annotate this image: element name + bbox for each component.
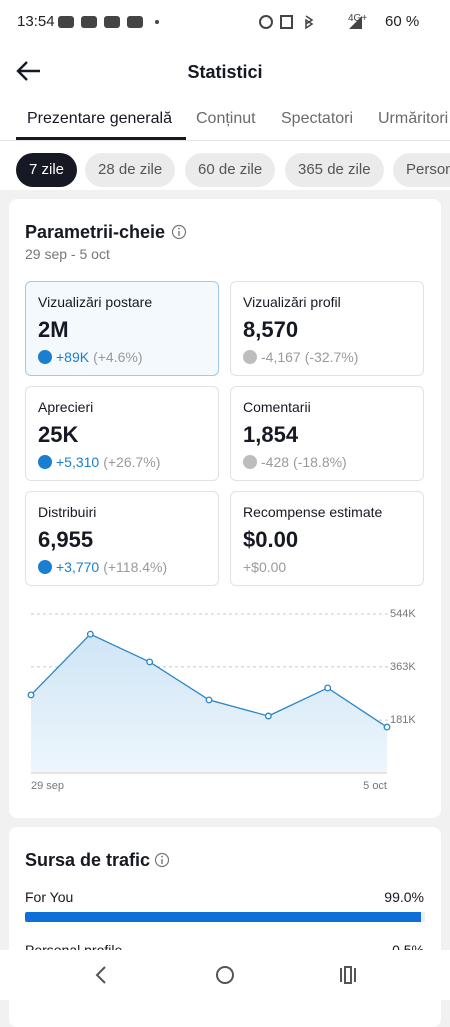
point	[264, 712, 272, 720]
range-chips: 7 zile 28 de zile 60 de zile 365 de zile…	[0, 0, 450, 190]
trend-icon	[38, 455, 52, 469]
tab-indicator	[16, 137, 186, 140]
metric-change: +$0.00	[243, 559, 286, 575]
x-tick-label: 29 sep	[31, 780, 64, 792]
metric-change: +89K (+4.6%)	[38, 349, 143, 365]
metric-card[interactable]: Vizualizări profil 8,570 -4,167 (-32.7%)	[230, 281, 424, 376]
top-area: 13:54 4G+ 60 % Statistici Prezentare gen…	[0, 0, 450, 190]
change-value: +89K	[56, 349, 90, 365]
nav-icons	[95, 966, 356, 984]
point	[146, 658, 154, 666]
metric-card[interactable]: Comentarii 1,854 -428 (-18.8%)	[230, 386, 424, 481]
nav-recents[interactable]	[340, 966, 356, 984]
progress-track	[25, 912, 425, 922]
metric-change: +5,310 (+26.7%)	[38, 454, 160, 470]
change-percent: (+4.6%)	[93, 349, 143, 365]
tab[interactable]: Prezentare generală	[27, 110, 172, 127]
date-range: 29 sep - 5 oct	[25, 246, 110, 262]
range-chip[interactable]: 60 de zile	[185, 153, 276, 187]
traffic-source: For You	[25, 889, 74, 905]
tab[interactable]: Spectatori	[281, 110, 354, 127]
line-chart: 181K 363K 544K 29 sep 5 oct	[27, 608, 416, 792]
change-value: -428	[261, 454, 290, 470]
metric-label: Distribuiri	[38, 504, 97, 520]
metric-card[interactable]: Recompense estimate $0.00 +$0.00	[230, 491, 424, 586]
metric-label: Vizualizări postare	[38, 294, 153, 310]
y-tick-label: 363K	[390, 661, 416, 673]
change-value: -4,167	[261, 349, 301, 365]
metric-card[interactable]: Vizualizări postare 2M +89K (+4.6%)	[25, 281, 219, 376]
trend-icon	[243, 455, 257, 469]
trend-icon	[243, 350, 257, 364]
nav-back[interactable]	[95, 966, 106, 984]
metric-label: Comentarii	[243, 399, 311, 415]
metric-change: +3,770 (+118.4%)	[38, 559, 167, 575]
page-title: Statistici	[187, 62, 263, 82]
section-title: Parametrii-cheie	[25, 222, 166, 242]
y-tick-label: 544K	[390, 608, 416, 620]
info-icon[interactable]	[171, 224, 187, 240]
range-chip[interactable]: 365 de zile	[285, 153, 384, 187]
range-chip[interactable]: 7 zile	[16, 153, 78, 187]
metric-value: 8,570	[243, 317, 299, 342]
range-chip[interactable]: Personalizat	[393, 153, 450, 187]
x-tick-label: 5 oct	[363, 780, 387, 792]
metric-change: -428 (-18.8%)	[243, 454, 347, 470]
change-percent: (+118.4%)	[103, 559, 168, 575]
point	[27, 691, 35, 699]
tab-bar: Prezentare generală Conținut Spectatori …	[0, 0, 450, 140]
status-time: 13:54	[17, 13, 55, 30]
status-system-icons	[259, 15, 362, 30]
info-icon[interactable]	[154, 852, 170, 868]
metric-card[interactable]: Distribuiri 6,955 +3,770 (+118.4%)	[25, 491, 219, 586]
change-percent: (+26.7%)	[103, 454, 161, 470]
change-percent: (-18.8%)	[293, 454, 347, 470]
trend-icon	[38, 350, 52, 364]
nav-home[interactable]	[216, 966, 234, 984]
metric-value: 2M	[38, 317, 69, 342]
change-percent: (-32.7%)	[304, 349, 359, 365]
y-tick-label: 181K	[390, 714, 416, 726]
change-value: +3,770	[56, 559, 100, 575]
divider	[0, 140, 450, 141]
range-chip[interactable]: 28 de zile	[85, 153, 176, 187]
change-value: +$0.00	[243, 559, 287, 575]
nav-bar	[0, 950, 450, 1000]
section-title: Sursa de trafic	[25, 850, 151, 870]
metric-label: Recompense estimate	[243, 504, 383, 520]
point	[205, 696, 213, 704]
status-battery: 60 %	[385, 13, 420, 30]
tab[interactable]: Urmăritori	[378, 110, 449, 127]
trend-icon	[38, 560, 52, 574]
traffic-percent: 99.0%	[384, 889, 424, 905]
metric-value: 6,955	[38, 527, 94, 552]
metric-card[interactable]: Aprecieri 25K +5,310 (+26.7%)	[25, 386, 219, 481]
status-network: 4G+	[348, 13, 368, 24]
tab[interactable]: Conținut	[196, 110, 256, 127]
point	[86, 630, 94, 638]
point	[383, 723, 391, 731]
metric-label: Vizualizări profil	[243, 294, 341, 310]
metric-change: -4,167 (-32.7%)	[243, 349, 358, 365]
metric-value: 1,854	[243, 422, 299, 447]
area	[31, 634, 387, 773]
metric-value: 25K	[38, 422, 79, 447]
metric-value: $0.00	[243, 527, 299, 552]
progress-bar	[25, 912, 421, 922]
change-value: +5,310	[56, 454, 100, 470]
point	[324, 684, 332, 692]
metric-label: Aprecieri	[38, 399, 94, 415]
back-button[interactable]	[16, 60, 42, 82]
status-icons	[58, 16, 159, 28]
